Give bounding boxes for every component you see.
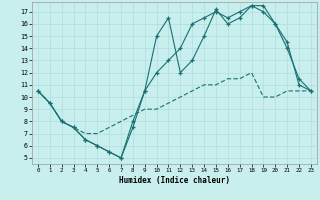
X-axis label: Humidex (Indice chaleur): Humidex (Indice chaleur) xyxy=(119,176,230,185)
